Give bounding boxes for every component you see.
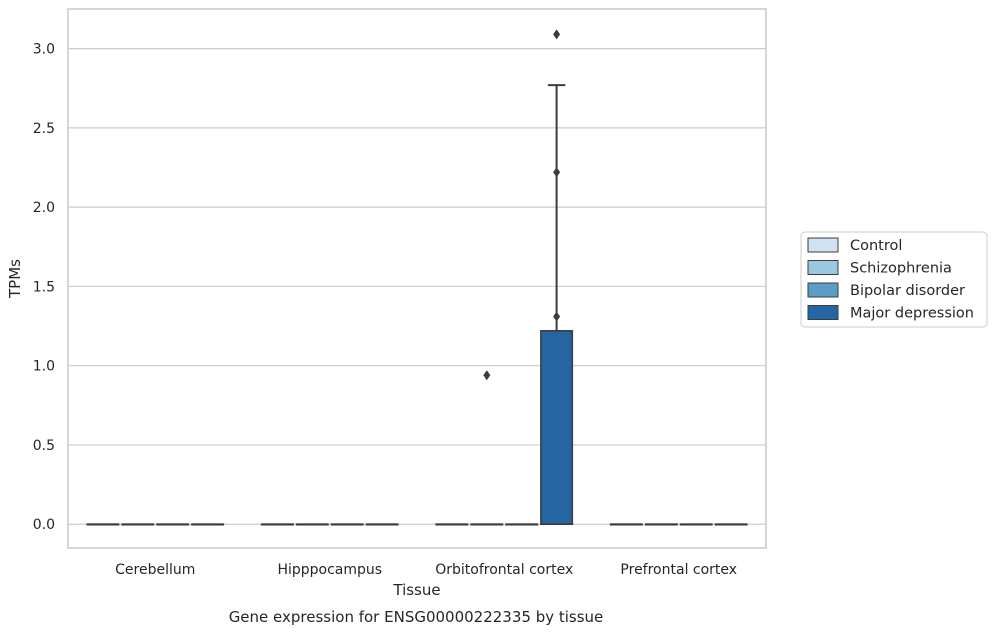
y-tick-label: 3.0 — [33, 42, 55, 58]
outlier-point — [553, 167, 561, 178]
x-tick-label: Orbitofrontal cortex — [435, 562, 573, 578]
plot-frame — [67, 8, 767, 549]
plot-marks — [86, 29, 748, 526]
box-control — [435, 523, 469, 526]
x-tick-label: Hipppocampus — [277, 562, 382, 578]
box-major-depression — [191, 523, 225, 526]
legend: Control Schizophrenia Bipolar disorder Majo… — [800, 231, 988, 328]
outlier-point — [553, 29, 561, 40]
outlier-point — [553, 311, 561, 322]
box-control — [86, 523, 120, 526]
y-axis-label: TPMs — [6, 259, 24, 299]
x-tick-label: Cerebellum — [115, 562, 195, 578]
box-body — [540, 330, 574, 526]
legend-frame — [800, 231, 988, 328]
box-bipolar-disorder — [156, 523, 190, 526]
legend-swatch — [807, 237, 839, 253]
y-tick-label: 2.0 — [33, 200, 55, 216]
y-tick-label: 0.5 — [33, 438, 55, 454]
x-axis-ticks: Cerebellum Hipppocampus Orbitofrontal cort… — [115, 562, 737, 578]
box-schizophrenia — [470, 370, 504, 526]
legend-label: Major depression — [850, 306, 974, 322]
legend-label: Bipolar disorder — [850, 283, 965, 299]
box-control — [609, 523, 643, 526]
box-schizophrenia — [644, 523, 678, 526]
chart-caption: Gene expression for ENSG00000222335 by t… — [229, 608, 604, 626]
x-tick-label: Prefrontal cortex — [620, 562, 737, 578]
y-tick-label: 1.0 — [33, 359, 55, 375]
y-tick-label: 1.5 — [33, 279, 55, 295]
box-major-depression — [365, 523, 399, 526]
grid-lines — [68, 48, 766, 525]
legend-swatch — [807, 305, 839, 320]
box-bipolar-disorder — [505, 523, 539, 526]
box-major-depression — [540, 29, 574, 526]
legend-swatch — [807, 282, 839, 298]
legend-label: Schizophrenia — [850, 261, 952, 277]
box-bipolar-disorder — [330, 523, 364, 526]
y-tick-label: 0.0 — [33, 517, 55, 533]
x-axis-label: Tissue — [392, 581, 440, 599]
box-bipolar-disorder — [679, 523, 713, 526]
legend-swatch — [807, 260, 839, 275]
y-axis-ticks: 0.0 0.5 1.0 1.5 2.0 2.5 3.0 — [33, 42, 55, 534]
box-schizophrenia — [295, 523, 329, 526]
y-tick-label: 2.5 — [33, 121, 55, 137]
outlier-point — [483, 370, 491, 381]
box-control — [260, 523, 294, 526]
box-major-depression — [714, 523, 748, 526]
box-schizophrenia — [121, 523, 155, 526]
legend-label: Control — [850, 238, 902, 254]
